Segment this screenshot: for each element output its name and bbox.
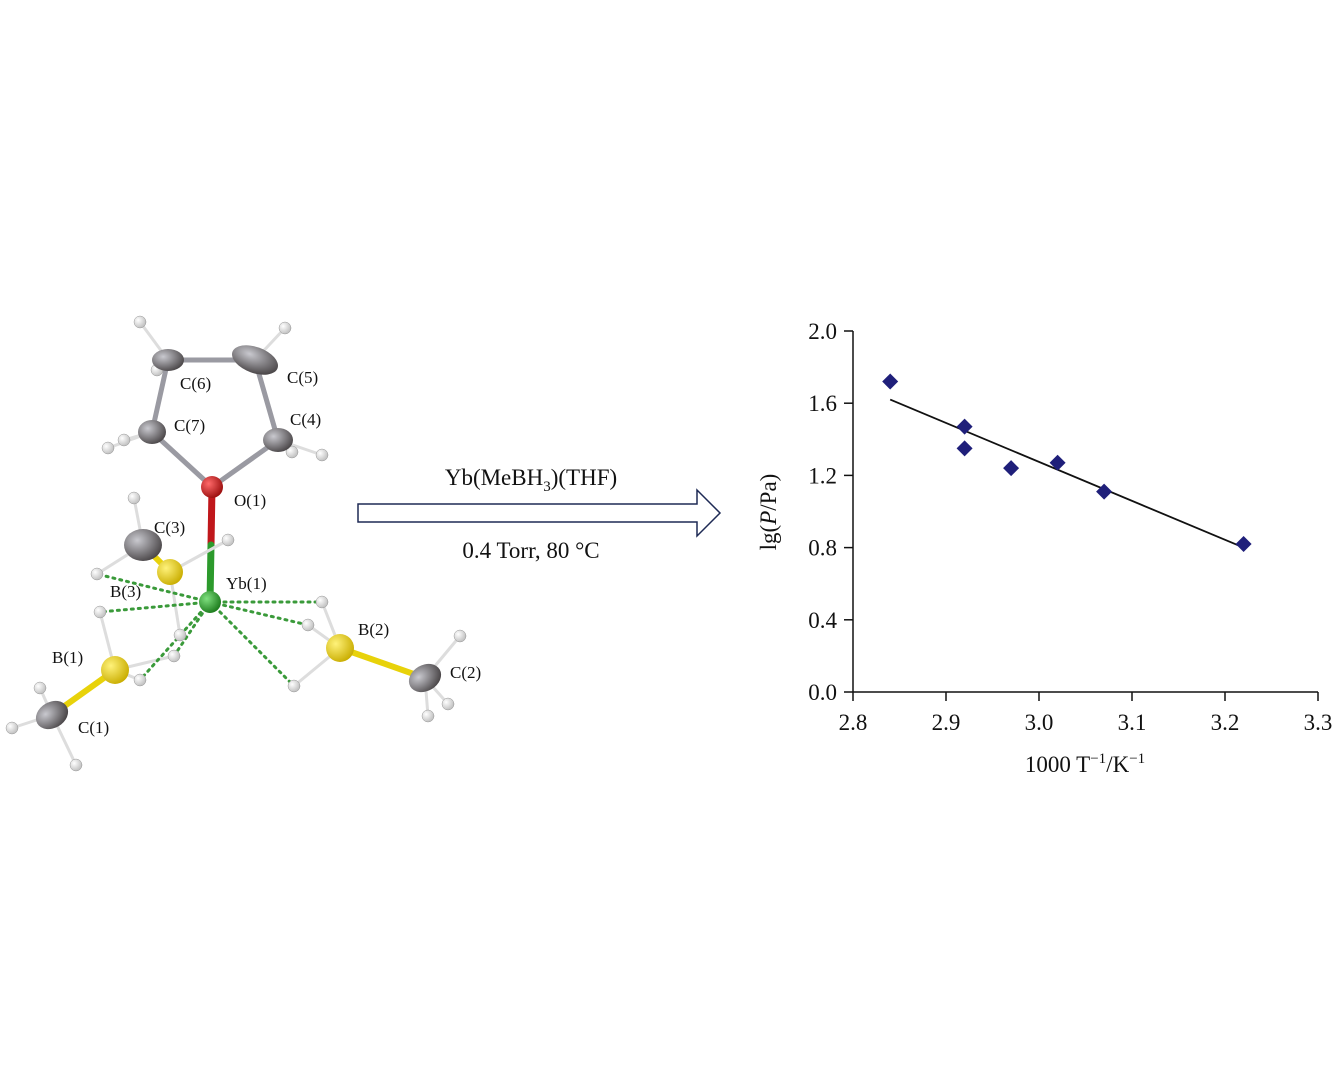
y-tick-label: 1.6	[808, 391, 837, 416]
atom-labels: C(6) C(5) C(4) C(7) O(1) C(3) Yb(1) B(3) B(2) B(1…	[52, 368, 481, 737]
chart: 0.0 0.4 0.8 1.2 1.6 2.0 2.8 2.9 3.0 3.1 3.2 3.3	[808, 319, 1332, 735]
atom-label: C(3)	[154, 518, 185, 537]
atom-label: C(2)	[450, 663, 481, 682]
x-tick-label: 2.9	[932, 710, 961, 735]
y-tick-label: 1.2	[808, 463, 837, 488]
atom-label: B(1)	[52, 648, 83, 667]
atom-label: C(7)	[174, 416, 205, 435]
atom-label: C(5)	[287, 368, 318, 387]
reagent: Yb(MeBH3)(THF)	[445, 465, 617, 495]
x-tick-label: 2.8	[839, 710, 868, 735]
x-tick-label: 3.3	[1304, 710, 1333, 735]
conditions: 0.4 Torr, 80 °C	[462, 538, 599, 563]
data-point	[956, 418, 973, 435]
fit-line	[889, 398, 1244, 549]
atom-label: Yb(1)	[226, 574, 267, 593]
data-point	[882, 373, 899, 390]
y-tick-label: 2.0	[808, 319, 837, 344]
data-point	[1235, 535, 1252, 552]
atom-label: O(1)	[234, 491, 266, 510]
y-tick-label: 0.8	[808, 536, 837, 561]
x-axis-label: 1000 T−1/K−1	[1025, 751, 1145, 777]
data-point	[1049, 454, 1066, 471]
data-point	[1096, 483, 1113, 500]
x-tick-label: 3.1	[1118, 710, 1147, 735]
x-tick-label: 3.0	[1025, 710, 1054, 735]
y-tick-label: 0.4	[808, 608, 837, 633]
reaction-arrow	[357, 488, 722, 538]
data-point	[1003, 460, 1020, 477]
data-point	[956, 440, 973, 457]
atom-label: C(4)	[290, 410, 321, 429]
atom-label: B(3)	[110, 582, 141, 601]
y-tick-label: 0.0	[808, 680, 837, 705]
molecule-drawing	[5, 315, 467, 772]
x-tick-label: 3.2	[1211, 710, 1240, 735]
atom-label: C(6)	[180, 374, 211, 393]
atom-label: C(1)	[78, 718, 109, 737]
atom-label: B(2)	[358, 620, 389, 639]
y-axis-label: lg(P/Pa)	[756, 474, 781, 551]
